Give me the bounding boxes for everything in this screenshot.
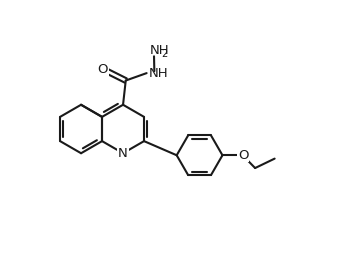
Text: O: O xyxy=(238,149,249,162)
Text: 2: 2 xyxy=(161,49,168,59)
Text: NH: NH xyxy=(148,67,168,80)
Text: O: O xyxy=(98,63,108,76)
Text: NH: NH xyxy=(150,44,170,58)
Text: N: N xyxy=(118,147,128,160)
